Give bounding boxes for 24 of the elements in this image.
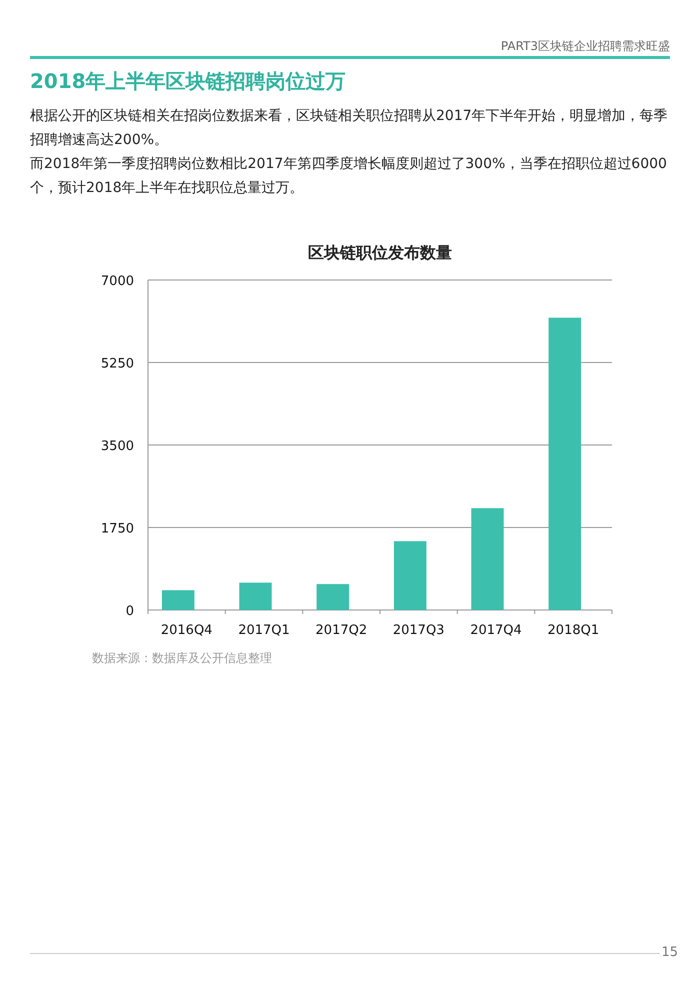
bar — [162, 590, 194, 610]
x-tick-label: 2017Q3 — [392, 623, 444, 638]
y-tick-label: 5250 — [100, 356, 134, 372]
bar — [394, 541, 426, 610]
bar — [316, 584, 350, 610]
annotation: 2018年上半年区块链招聘岗位过万 — [30, 68, 346, 95]
annotation: 数据来源：数据库及公开信息整理 — [92, 650, 272, 667]
annotation: 根据公开的区块链相关在招岗位数据来看，区块链相关职位招聘从2017年下半年开始，明显增加，每季招聘增速高达200%。 — [30, 107, 669, 150]
x-tick-label: 2017Q1 — [238, 623, 290, 638]
y-tick-label: 0 — [126, 604, 134, 619]
annotation: 15 — [661, 945, 678, 960]
chart-title: 区块链职位发布数量 — [308, 243, 452, 262]
x-tick-label: 2017Q4 — [470, 623, 522, 638]
bar — [239, 582, 272, 610]
y-tick-label: 3500 — [100, 439, 134, 454]
y-tick-label: 7000 — [100, 274, 134, 289]
annotation: 而2018年第一季度招聘岗位数相比2017年第四季度增长幅度则超过了300%，当季在招职位超过6000个，预计2018年上半年在找职位总量过万。 — [30, 155, 668, 198]
bar — [471, 508, 504, 610]
y-tick-label: 1750 — [100, 522, 134, 536]
x-tick-label: 2016Q4 — [160, 623, 212, 638]
x-tick-label: 2017Q2 — [316, 623, 368, 638]
annotation: PART3区块链企业招聘需求旺盛 — [500, 38, 670, 55]
x-tick-label: 2018Q1 — [548, 623, 600, 638]
bar — [548, 318, 582, 610]
